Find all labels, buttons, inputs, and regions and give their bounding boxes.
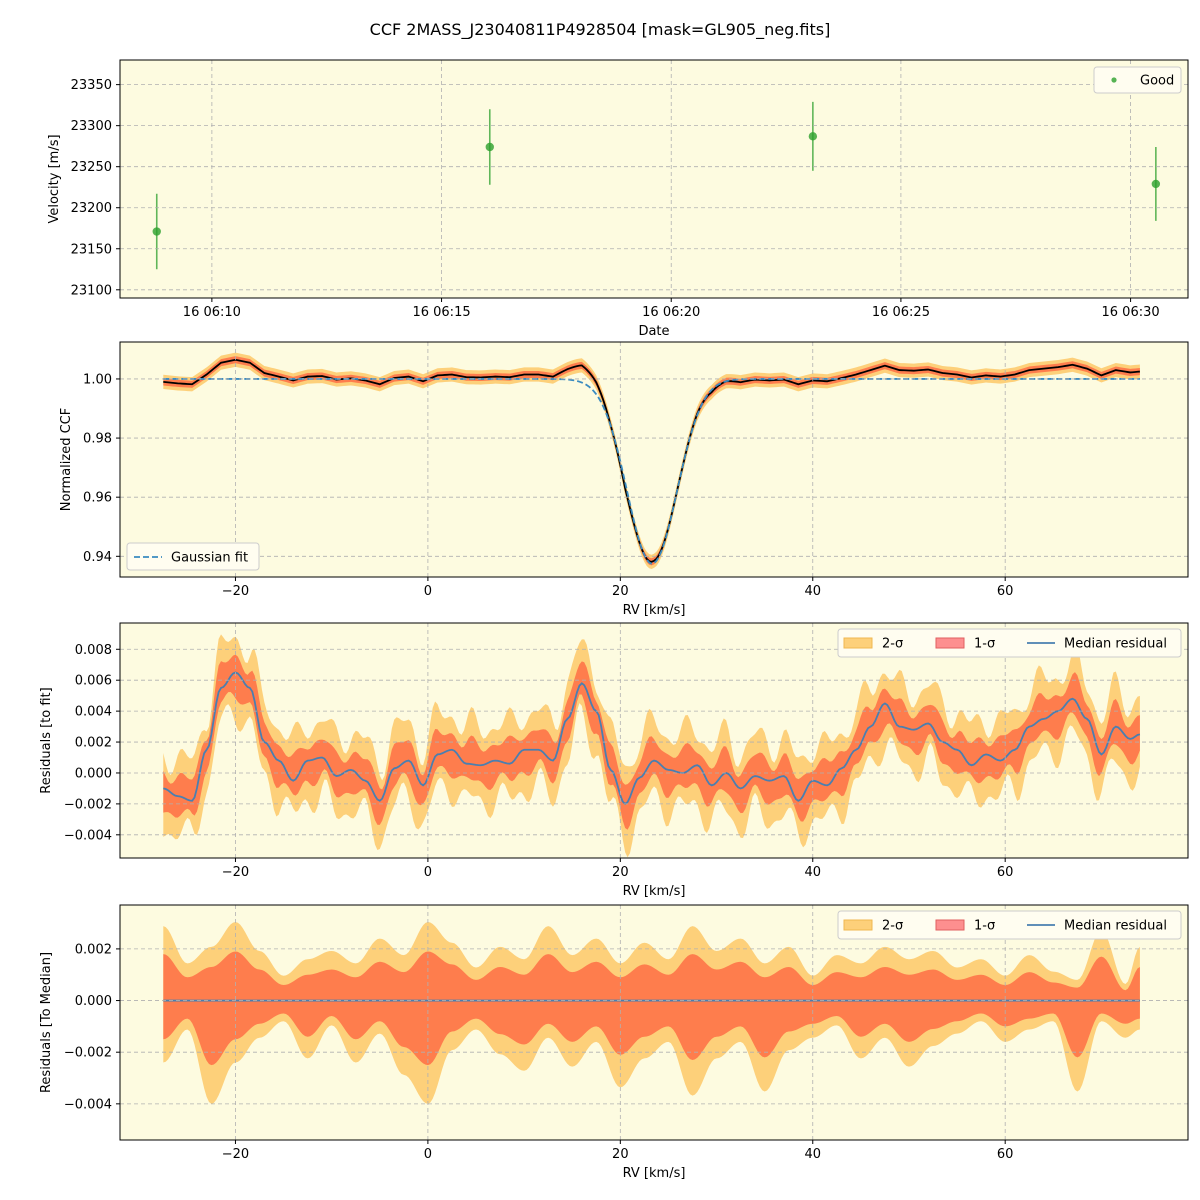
x-tick-label: 16 06:20 <box>642 305 700 320</box>
y-tick-label: 0.96 <box>83 491 112 506</box>
x-tick-label: 16 06:10 <box>183 305 241 320</box>
x-axis-label: RV [km/s] <box>623 603 686 618</box>
legend: 2-σ 1-σ Median residual <box>837 910 1182 940</box>
axes-frame <box>119 622 1189 859</box>
x-tick-label: 20 <box>612 1147 629 1162</box>
x-tick-label: 40 <box>804 1147 821 1162</box>
legend: Gaussian fit <box>126 542 260 571</box>
legend-marker <box>1111 77 1117 83</box>
y-tick-label: 23350 <box>71 78 112 93</box>
x-tick-label: −20 <box>222 865 249 880</box>
legend-label-median: Median residual <box>1064 637 1167 652</box>
y-tick-label: −0.002 <box>64 797 112 812</box>
y-tick-label: −0.004 <box>64 1097 112 1112</box>
y-axis-label: Residuals [to fit] <box>39 687 54 793</box>
y-axis-label: Normalized CCF <box>59 408 74 512</box>
legend-swatch-1sigma <box>935 919 965 931</box>
x-tick-label: 40 <box>804 584 821 599</box>
axes-frame <box>119 904 1189 1141</box>
y-tick-label: 23200 <box>71 201 112 216</box>
x-tick-label: 0 <box>424 1147 432 1162</box>
grid <box>120 623 1188 858</box>
y-axis-label: Velocity [m/s] <box>47 134 62 223</box>
data-point <box>808 132 818 141</box>
x-tick-label: 0 <box>424 584 432 599</box>
plot-area <box>120 60 1188 298</box>
panel-2: −20 0 20 40 60 0.94 0.96 0.98 1.00 RV [km/s] Norma… <box>59 341 1189 618</box>
axes-frame <box>119 341 1189 578</box>
legend-label: Good <box>1140 74 1174 89</box>
legend-swatch-2sigma <box>843 919 873 931</box>
x-tick-label: 16 06:15 <box>412 305 470 320</box>
figure-title: CCF 2MASS_J23040811P4928504 [mask=GL905_… <box>369 20 831 39</box>
axes-frame <box>119 59 1189 299</box>
x-tick-label: 60 <box>997 865 1014 880</box>
y-tick-label: 23300 <box>71 119 112 134</box>
y-tick-label: 0.000 <box>75 994 112 1009</box>
x-tick-label: 20 <box>612 584 629 599</box>
y-tick-label: 23150 <box>71 242 112 257</box>
x-axis-label: RV [km/s] <box>623 1166 686 1181</box>
y-tick-label: 23250 <box>71 160 112 175</box>
series-good <box>152 101 1161 270</box>
panel-4: −20 0 20 40 60 −0.004 −0.002 0.000 0.002 RV [km/s… <box>39 904 1189 1181</box>
band-2sigma <box>163 352 1140 569</box>
y-tick-label: 0.98 <box>83 432 112 447</box>
x-tick-label: −20 <box>222 584 249 599</box>
y-tick-label: 0.002 <box>75 942 112 957</box>
legend-frame <box>837 910 1182 940</box>
x-tick-label: 16 06:25 <box>872 305 930 320</box>
y-tick-label: −0.002 <box>64 1046 112 1061</box>
ccf-median-line <box>163 358 1140 563</box>
x-tick-label: 60 <box>997 584 1014 599</box>
x-tick-label: 0 <box>424 865 432 880</box>
y-axis-label: Residuals [To Median] <box>39 952 54 1093</box>
data-point <box>152 227 161 236</box>
plot-content <box>163 634 1141 858</box>
legend-label: Gaussian fit <box>171 551 248 566</box>
data-point <box>1151 179 1161 189</box>
legend-swatch-2sigma <box>843 637 873 649</box>
x-tick-label: 20 <box>612 865 629 880</box>
grid <box>120 60 1188 298</box>
plot-content <box>152 101 1161 270</box>
median-residual-line <box>163 671 1141 806</box>
data-point <box>485 142 494 152</box>
legend-label-1sigma: 1-σ <box>974 919 995 934</box>
x-tick-label: 16 06:30 <box>1102 305 1160 320</box>
band-1sigma <box>163 654 1140 830</box>
y-tick-label: 0.008 <box>75 643 112 658</box>
y-tick-label: 0.94 <box>83 550 112 565</box>
panel-3: −20 0 20 40 60 −0.004 −0.002 0.000 0.002 0.004 0.0… <box>39 622 1189 899</box>
y-tick-label: 1.00 <box>83 372 112 387</box>
y-tick-label: 0.000 <box>75 766 112 781</box>
grid <box>120 905 1188 1140</box>
panel-1: 16 06:10 16 06:15 16 06:20 16 06:25 16 06:30… <box>47 59 1189 339</box>
legend: Good <box>1093 66 1182 94</box>
legend-label-1sigma: 1-σ <box>974 637 995 652</box>
x-tick-label: 40 <box>804 865 821 880</box>
y-tick-label: 0.006 <box>75 674 112 689</box>
x-axis-label: Date <box>638 324 669 339</box>
legend-swatch-1sigma <box>935 637 965 649</box>
legend-frame <box>126 542 260 571</box>
band-1sigma <box>163 951 1140 1066</box>
legend-label-2sigma: 2-σ <box>882 919 903 934</box>
y-tick-label: 0.004 <box>75 705 112 720</box>
legend-frame <box>1093 66 1182 94</box>
legend: 2-σ 1-σ Median residual <box>837 628 1182 658</box>
legend-label-2sigma: 2-σ <box>882 637 903 652</box>
y-tick-label: 0.002 <box>75 736 112 751</box>
x-tick-label: 60 <box>997 1147 1014 1162</box>
legend-frame <box>837 628 1182 658</box>
y-tick-label: −0.004 <box>64 828 112 843</box>
y-tick-label: 23100 <box>71 283 112 298</box>
x-tick-label: −20 <box>222 1147 249 1162</box>
grid <box>120 342 1188 577</box>
legend-label-median: Median residual <box>1064 919 1167 934</box>
x-axis-label: RV [km/s] <box>623 884 686 899</box>
